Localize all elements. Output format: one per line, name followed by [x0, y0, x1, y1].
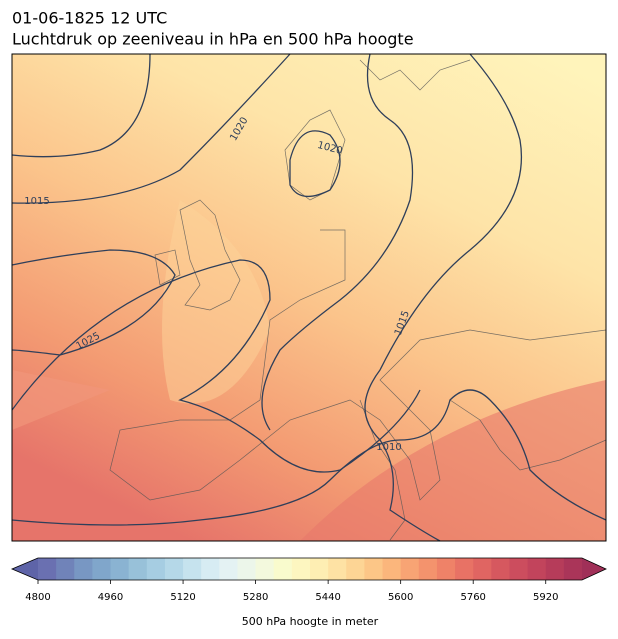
map-date: 01-06-1825 12 UTC	[12, 9, 167, 28]
colorbar-tick-label: 5920	[533, 592, 558, 603]
map-title: Luchtdruk op zeeniveau in hPa en 500 hPa…	[12, 30, 414, 49]
colorbar-segment	[509, 558, 529, 580]
colorbar-segment	[183, 558, 202, 580]
height-band	[300, 380, 606, 541]
map-frame	[11, 53, 607, 542]
coastlines	[109, 59, 607, 541]
colorbar-segment	[255, 558, 275, 580]
isobar-label: 1010	[376, 442, 401, 453]
colorbar-tick-label: 4800	[25, 592, 50, 603]
colorbar-tick-label: 5600	[388, 592, 413, 603]
height-band	[162, 200, 270, 404]
colorbar-label: 500 hPa hoogte in meter	[242, 615, 379, 628]
colorbar-extend-high	[582, 558, 606, 580]
colorbar: 4800 4960 5120 5280 5440 5600 5760 5920 500 hPa …	[10, 557, 607, 628]
isobar-label: 1015	[24, 196, 49, 207]
colorbar-segment	[56, 558, 75, 580]
colorbar-segment	[219, 558, 238, 580]
map: 1020 1020 1015 1025 1015 1010	[11, 53, 607, 542]
colorbar-segment	[38, 558, 57, 580]
colorbar-segment	[164, 558, 184, 580]
colorbar-frame	[10, 557, 607, 581]
colorbar-tick-label: 5280	[243, 592, 268, 603]
colorbar-segment	[291, 558, 311, 580]
colorbar-tick-label: 5760	[460, 592, 485, 603]
colorbar-segment	[563, 558, 583, 580]
colorbar-segment	[545, 558, 565, 580]
colorbar-segment	[364, 558, 384, 580]
colorbar-segment	[201, 558, 220, 580]
colorbar-segment	[273, 558, 293, 580]
colorbar-segment	[237, 558, 257, 580]
colorbar-segment	[491, 558, 510, 580]
colorbar-extend-low	[12, 558, 38, 580]
colorbar-segment	[110, 558, 130, 580]
colorbar-segment	[382, 558, 402, 580]
colorbar-segment	[92, 558, 112, 580]
isobars	[11, 53, 607, 542]
height-band	[12, 370, 110, 430]
colorbar-tick-label: 4960	[98, 592, 123, 603]
colorbar-tick-label: 5440	[315, 592, 340, 603]
colorbar-segment	[436, 558, 456, 580]
colorbar-segment	[455, 558, 474, 580]
colorbar-segment	[346, 558, 365, 580]
colorbar-segment	[310, 558, 329, 580]
colorbar-segment	[527, 558, 547, 580]
colorbar-tick-label: 5120	[170, 592, 195, 603]
colorbar-segment	[328, 558, 347, 580]
colorbar-segment	[400, 558, 420, 580]
colorbar-segment	[128, 558, 148, 580]
colorbar-segment	[146, 558, 166, 580]
colorbar-segment	[473, 558, 492, 580]
colorbar-segment	[418, 558, 438, 580]
colorbar-segment	[74, 558, 93, 580]
